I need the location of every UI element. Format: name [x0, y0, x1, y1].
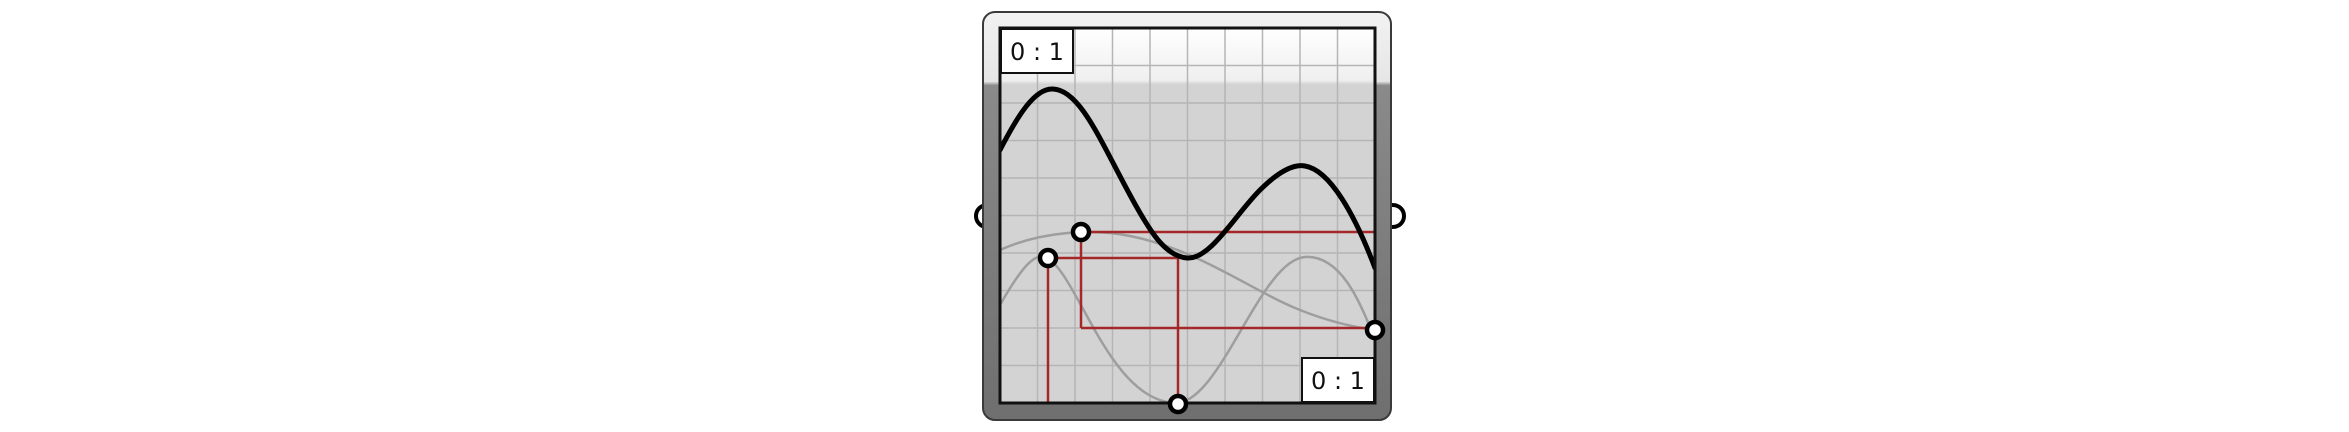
ghost-curve-a	[1000, 230, 1375, 332]
control-point-icon[interactable]	[1364, 319, 1386, 341]
mapping-curve	[1000, 86, 1375, 271]
graph-area[interactable]	[998, 26, 1377, 405]
control-points	[1037, 221, 1386, 415]
x-range-label: 0 : 1	[1311, 367, 1365, 395]
y-range-label-box[interactable]: 0 : 1	[1000, 28, 1074, 74]
control-point-icon[interactable]	[1167, 393, 1189, 415]
control-point-icon[interactable]	[1070, 221, 1092, 243]
mapping-curve-path	[1000, 86, 1375, 271]
control-point-icon[interactable]	[1037, 247, 1059, 269]
grid	[1000, 28, 1375, 403]
control-lines	[1046, 230, 1377, 405]
x-range-label-box[interactable]: 0 : 1	[1301, 357, 1375, 403]
y-range-label: 0 : 1	[1010, 38, 1064, 66]
